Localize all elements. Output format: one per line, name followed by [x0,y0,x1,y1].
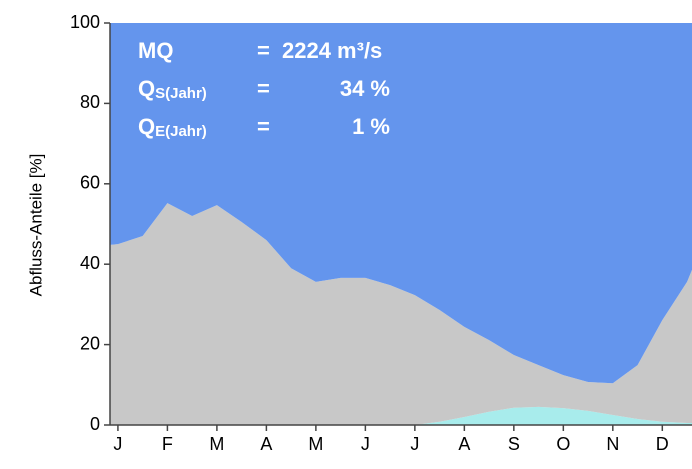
y-tick-label: 80 [80,92,100,112]
area [110,406,692,425]
x-tick-label: J [113,434,122,454]
y-tick-label: 0 [90,414,100,434]
annotation-value: 34 % [340,76,390,101]
annotation-label: QE(Jahr) [138,114,207,140]
annotation-symbol: Q [138,114,155,139]
annotation-symbol: Q [138,76,155,101]
x-tick-label: N [606,434,619,454]
y-tick-label: 20 [80,333,100,353]
annotation-value: 2224 m³/s [282,38,382,63]
x-tick-label: D [656,434,669,454]
x-tick-label: M [209,434,224,454]
area [110,203,692,425]
annotation-label: MQ [138,38,173,63]
y-tick-label: 100 [70,12,100,32]
x-tick-label: S [508,434,520,454]
annotation-label: QS(Jahr) [138,76,207,102]
annotation-value: 1 % [352,114,390,139]
annotation-op: = [257,114,270,139]
x-tick-label: O [556,434,570,454]
x-tick-label: F [162,434,173,454]
x-tick-label: J [361,434,370,454]
y-tick-label: 40 [80,253,100,273]
y-tick-label: 60 [80,173,100,193]
x-tick-label: A [458,434,470,454]
x-tick-label: A [260,434,272,454]
annotation-op: = [257,38,270,63]
x-tick-label: J [410,434,419,454]
x-tick-label: M [308,434,323,454]
annotation-symbol: MQ [138,38,173,63]
area [110,23,692,384]
y-axis-label: Abfluss-Anteile [%] [26,154,45,297]
annotation-op: = [257,76,270,101]
annotation-subscript: E(Jahr) [155,123,207,140]
annotation-subscript: S(Jahr) [155,85,207,102]
